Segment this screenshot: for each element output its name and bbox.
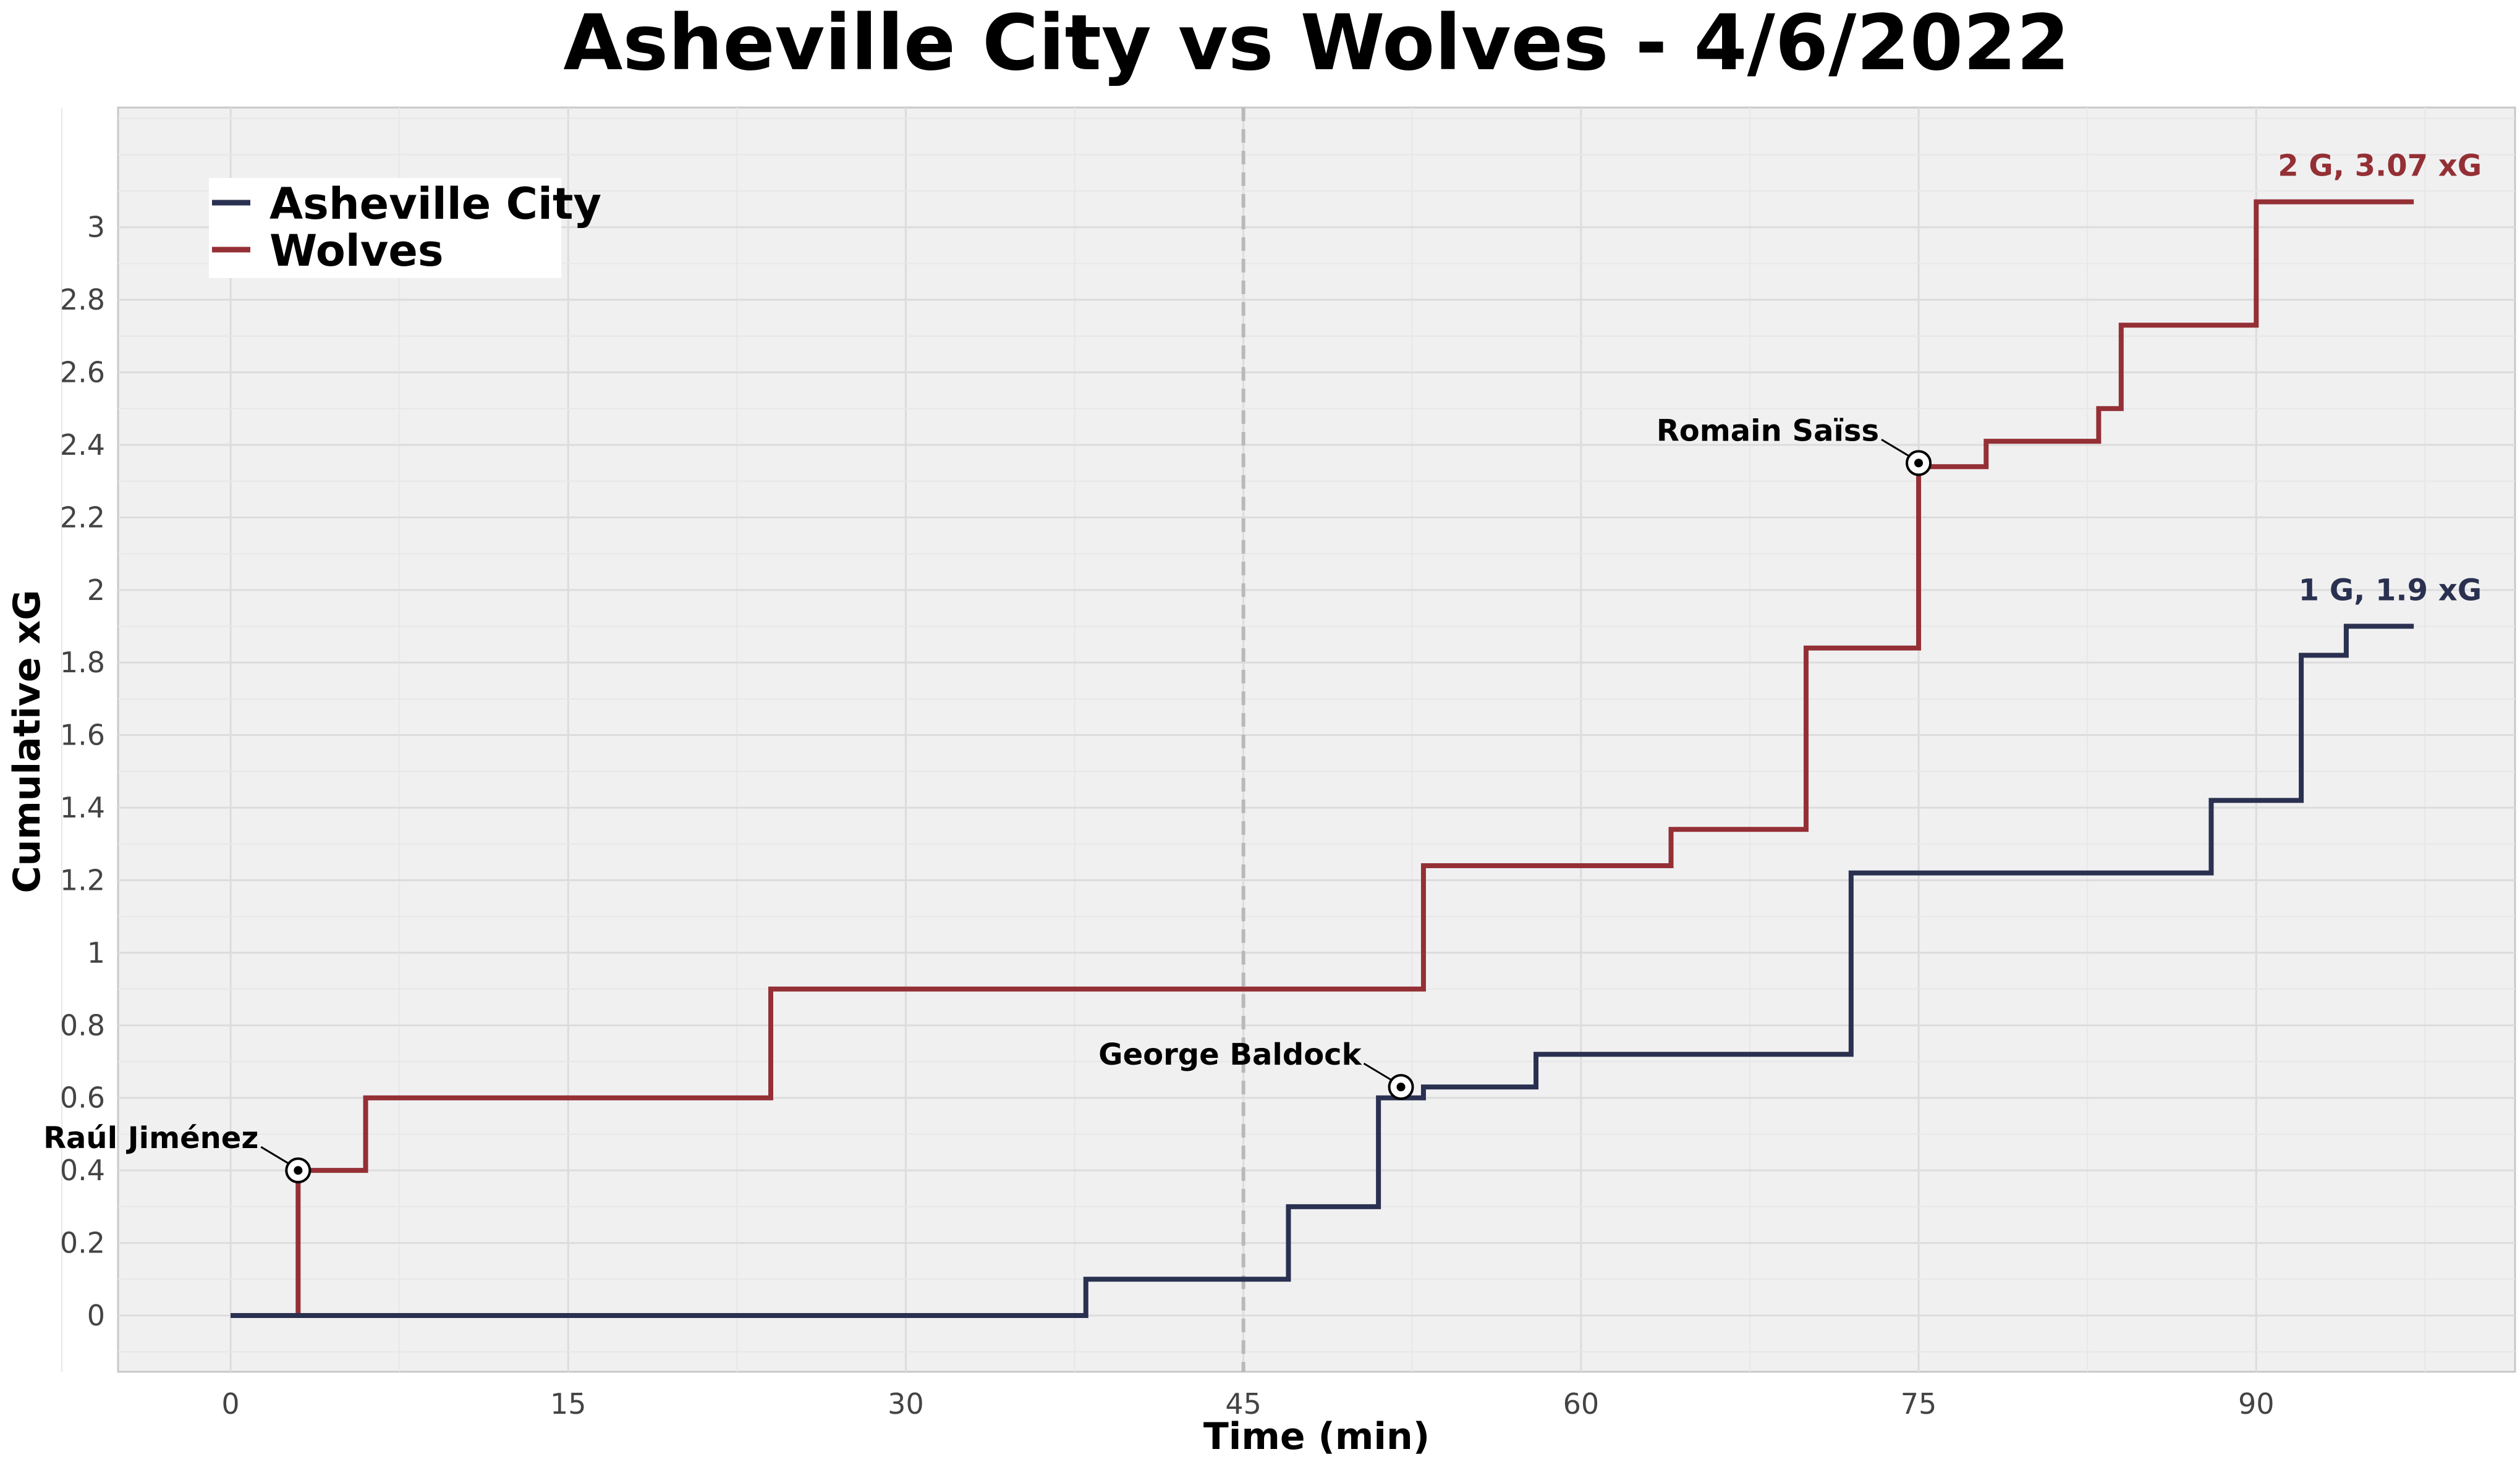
series-layer [231,199,2414,1318]
y-tick-label: 0.8 [60,1008,105,1042]
y-axis-label: Cumulative xG [6,590,49,893]
series-line-wolves [231,199,2414,1318]
soccer-ball-patch [1396,1083,1406,1092]
y-tick-label: 3 [87,211,105,244]
goal-layer: George Baldock Raúl Jiménez Romain Saïss [43,413,1932,1184]
y-tick-labels: 0 0.2 0.4 0.6 0.8 1 1.2 1.4 1.6 1.8 2 2.2 2.4 2.6 2.8 3 [60,211,105,1332]
goal-scorer-label: Raúl Jiménez [43,1121,258,1155]
goal-annotation-leader [1881,439,1913,459]
y-tick-label: 2.6 [60,356,105,389]
x-tick-label: 90 [2238,1387,2275,1421]
y-tick-label: 1 [87,936,105,969]
y-tick-label: 1.8 [60,646,105,679]
goal-annotation-leader [260,1146,293,1167]
plot-panel [117,106,2516,1373]
goal-scorer-label: Romain Saïss [1657,413,1879,448]
series-line-asheville [231,623,2414,1318]
legend: Asheville City Wolves [209,178,601,278]
x-tick-label: 60 [1563,1387,1600,1421]
x-tick-label: 30 [888,1387,924,1421]
legend-label-asheville: Asheville City [269,179,601,229]
y-tick-label: 0.2 [60,1227,105,1260]
x-tick-label: 0 [221,1387,239,1421]
goal-scorer-label: George Baldock [1098,1037,1362,1072]
goal-annotation-leader [1363,1062,1396,1083]
y-tick-label: 2.8 [60,283,105,316]
legend-label-wolves: Wolves [269,226,444,276]
y-tick-label: 0 [87,1299,105,1332]
x-tick-label: 45 [1225,1387,1262,1421]
chart-title: Asheville City vs Wolves - 4/6/2022 [563,0,2069,88]
soccer-ball-patch [1914,458,1924,468]
y-tick-label: 2.4 [60,428,105,462]
y-tick-label: 1.2 [60,863,105,897]
y-tick-label: 1.6 [60,719,105,752]
x-tick-label: 75 [1901,1387,1937,1421]
y-tick-label: 0.6 [60,1081,105,1115]
end-label-asheville: 1 G, 1.9 xG [2299,573,2482,608]
grid-lines [61,108,2515,1372]
y-tick-label: 1.4 [60,791,105,824]
soccer-ball-patch [294,1166,303,1175]
x-tick-label: 15 [550,1387,587,1421]
end-label-wolves: 2 G, 3.07 xG [2278,149,2482,184]
x-tick-labels: 0 15 30 45 60 75 90 [221,1387,2274,1421]
x-axis-label: Time (min) [1203,1415,1430,1458]
y-tick-label: 0.4 [60,1154,105,1187]
y-tick-label: 2 [87,573,105,607]
y-tick-label: 2.2 [60,501,105,534]
legend-box [209,178,561,278]
